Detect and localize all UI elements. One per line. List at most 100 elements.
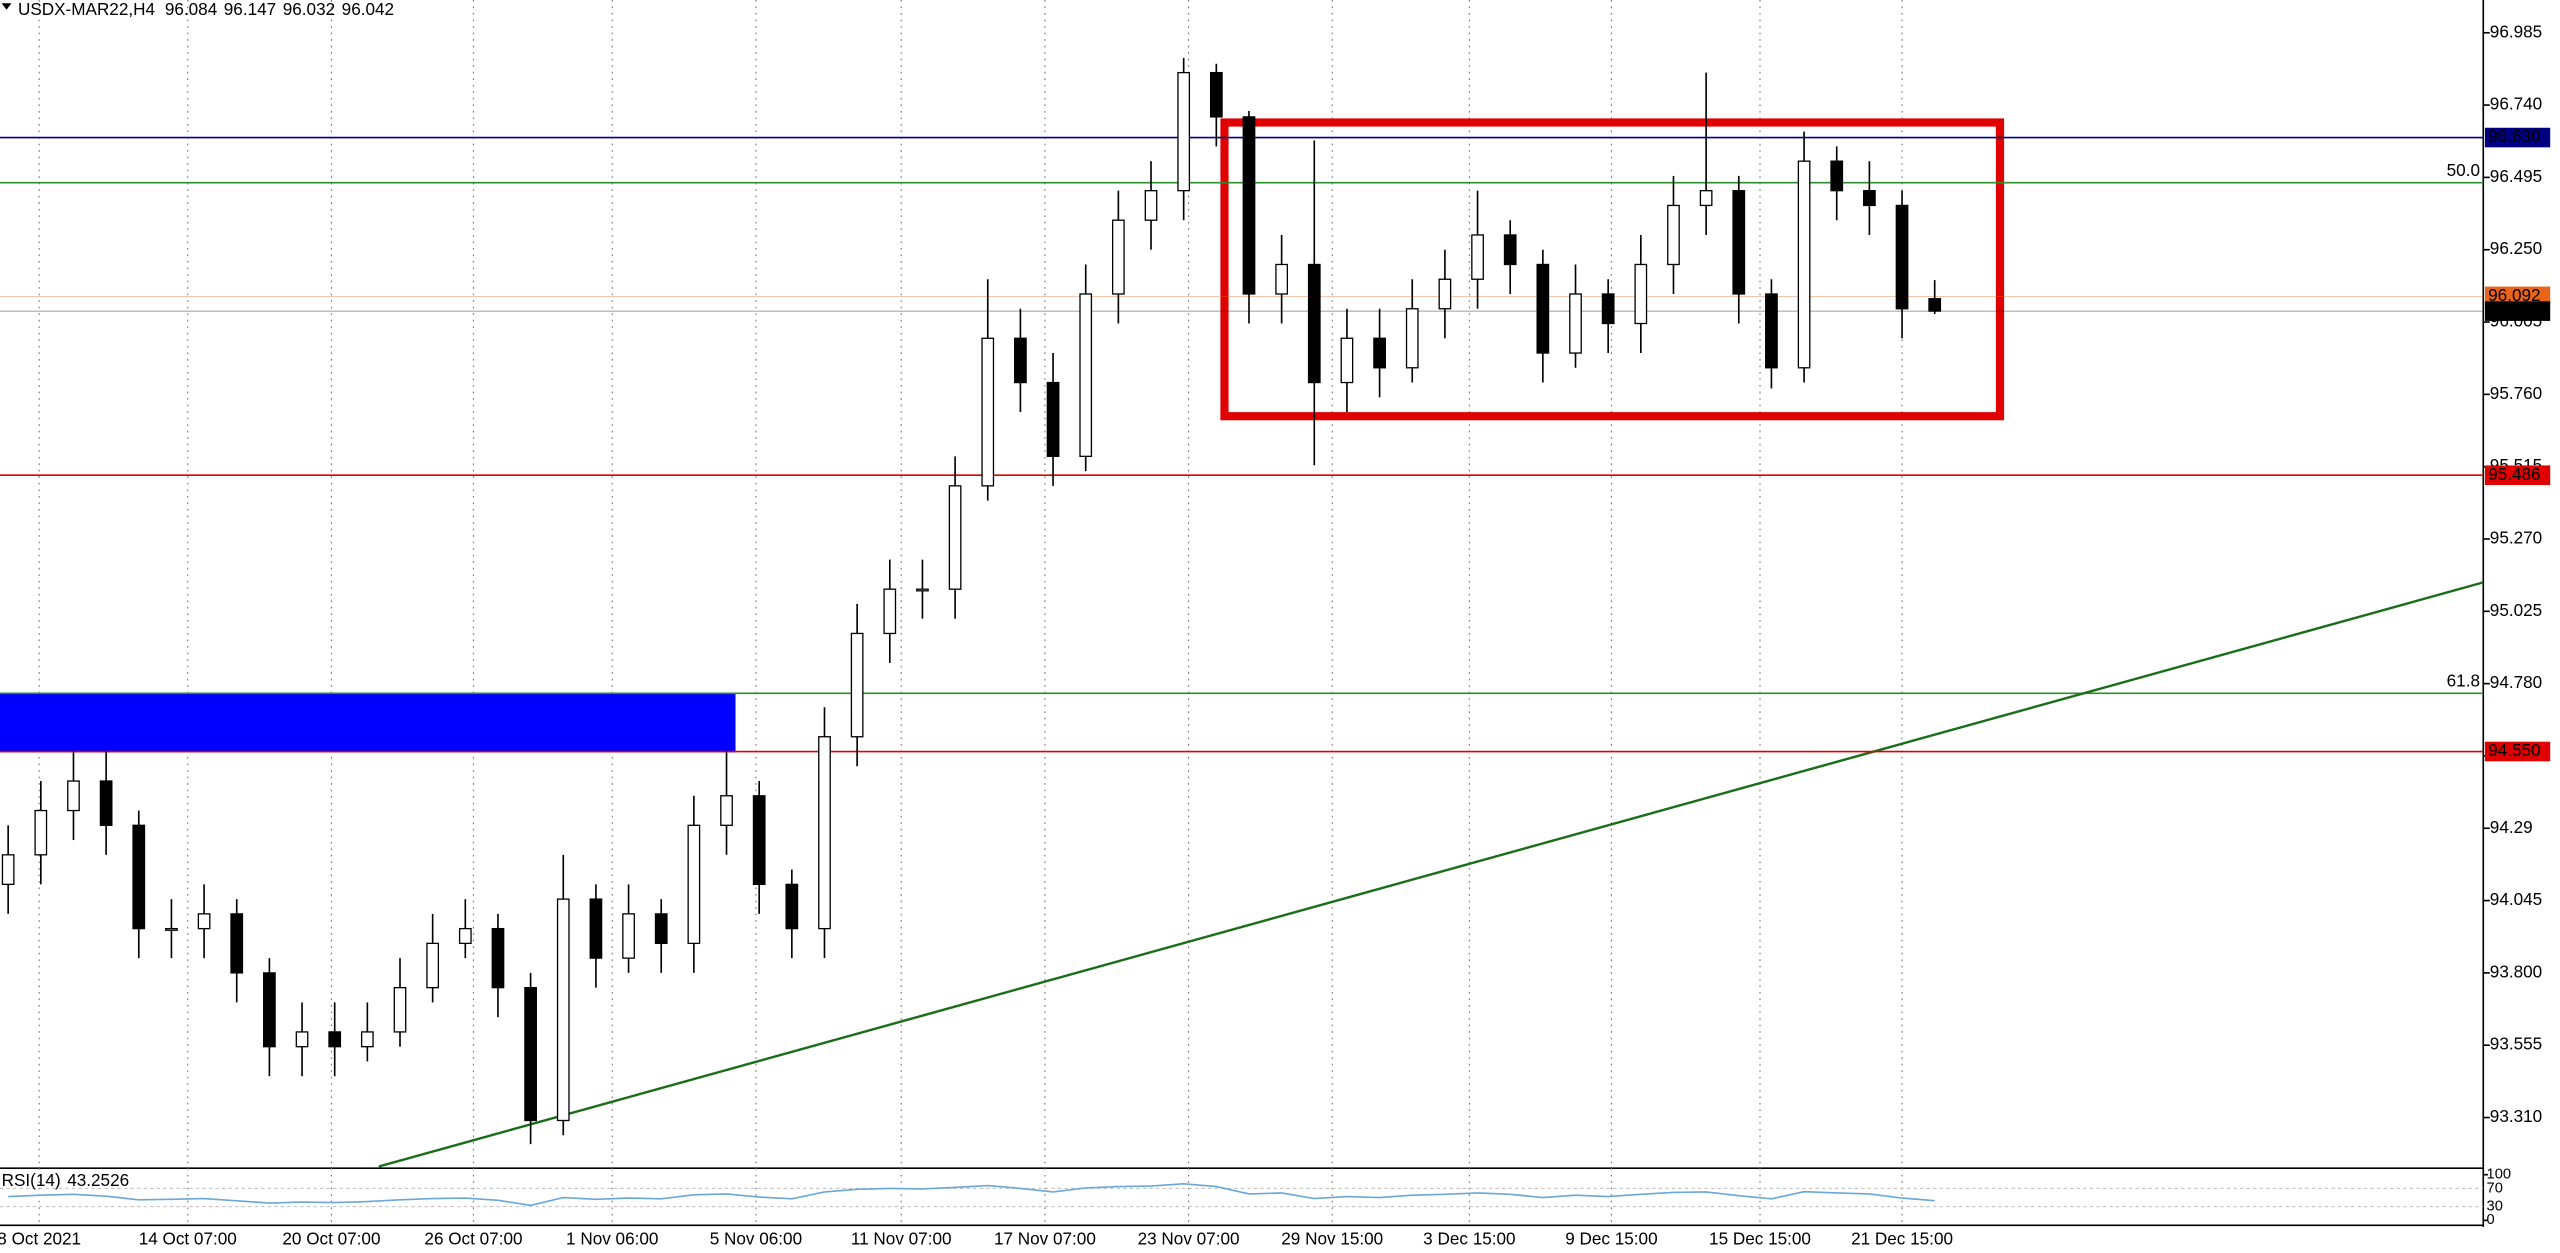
x-tick-label: 23 Nov 07:00 — [1138, 1228, 1240, 1248]
candle-body — [328, 1031, 342, 1048]
objects-layer — [0, 118, 2484, 1207]
price-level-label: 96.630 — [2488, 126, 2540, 146]
candle-body — [1503, 234, 1517, 266]
candle-body — [1112, 219, 1125, 295]
fib-label: 50.0 — [2447, 160, 2480, 180]
fib-label: 61.8 — [2447, 670, 2480, 690]
x-tick-label: 9 Dec 15:00 — [1565, 1228, 1657, 1248]
candle-body — [67, 780, 80, 812]
y-tick-label: 95.760 — [2490, 383, 2542, 403]
candle-body — [426, 942, 440, 989]
x-tick-label: 14 Oct 07:00 — [139, 1228, 237, 1248]
zone — [1220, 118, 2005, 421]
chart-header: USDX-MAR22,H4 96.084 96.147 96.032 96.042 — [18, 0, 394, 18]
last-high: 96.147 — [224, 0, 276, 18]
candle-body — [589, 898, 603, 959]
candle-body — [1177, 71, 1191, 192]
rsi-header: RSI(14) 43.2526 — [2, 1170, 129, 1190]
y-tick-label: 94.045 — [2490, 889, 2542, 909]
y-tick-label: 93.800 — [2490, 961, 2542, 981]
rsi-tick-label: 100 — [2487, 1167, 2511, 1183]
y-tick-label: 93.310 — [2490, 1106, 2542, 1126]
candle-body — [230, 913, 244, 974]
candle-body — [1569, 293, 1582, 354]
candle-body — [883, 588, 897, 635]
candle-body — [99, 780, 113, 826]
rsi-line — [8, 1183, 1935, 1207]
x-tick-label: 3 Dec 15:00 — [1423, 1228, 1515, 1248]
candle-body — [1797, 160, 1811, 369]
x-tick-label: 11 Nov 07:00 — [851, 1228, 952, 1248]
candle-body — [360, 1031, 374, 1048]
candle-body — [1340, 337, 1354, 384]
candle-body — [1046, 381, 1060, 457]
zone — [0, 692, 736, 753]
candle-body — [1830, 160, 1844, 192]
x-tick-label: 5 Nov 06:00 — [710, 1228, 802, 1248]
candle-body — [720, 795, 733, 826]
x-tick-label: 20 Oct 07:00 — [282, 1228, 380, 1248]
x-tick-label: 17 Nov 07:00 — [994, 1228, 1096, 1248]
candle-body — [981, 337, 995, 487]
candle-body — [1438, 278, 1452, 310]
candle-body — [1, 854, 15, 885]
y-tick-label: 96.740 — [2490, 94, 2542, 114]
price-level-box — [2484, 301, 2551, 321]
price-level-box — [2484, 741, 2551, 762]
rsi-tick-label: 30 — [2487, 1199, 2503, 1215]
candle-body — [622, 913, 635, 959]
candle-body — [850, 632, 864, 738]
last-close: 96.042 — [342, 0, 394, 18]
rsi-tick-label: 0 — [2487, 1212, 2495, 1228]
price-level-label: 96.042 — [2488, 300, 2540, 320]
last-open: 96.084 — [165, 0, 218, 18]
candle-body — [556, 898, 570, 1122]
price-level-box — [2484, 286, 2551, 307]
x-tick-label: 8 Oct 2021 — [0, 1228, 81, 1248]
labels-layer: 8 Oct 2021 14 Oct 07:00 20 Oct 07:00 26 Oct… — [0, 21, 2551, 1248]
candle-body — [132, 824, 146, 930]
candle-body — [1471, 234, 1484, 280]
candle-body — [1732, 190, 1746, 295]
candles-layer — [1, 57, 1942, 1145]
y-tick-label: 94.780 — [2490, 672, 2542, 692]
price-level-label: 96.092 — [2488, 285, 2540, 305]
y-tick-label: 96.250 — [2490, 238, 2542, 258]
y-tick-label: 95.270 — [2490, 528, 2542, 548]
candle-body — [1275, 263, 1288, 295]
candle-body — [818, 736, 831, 930]
candle-body — [1242, 116, 1256, 295]
candle-body — [1209, 71, 1223, 118]
candle-body — [458, 927, 472, 945]
price-level-label: 94.550 — [2488, 740, 2540, 760]
trendline — [378, 581, 2484, 1168]
candle-body — [1634, 263, 1648, 325]
rsi-last: 43.2526 — [67, 1170, 129, 1190]
candle-body — [1307, 263, 1321, 384]
price-level-label: 95.486 — [2488, 464, 2540, 484]
candle-body — [785, 883, 799, 930]
candle-body — [1373, 337, 1386, 369]
x-tick-label: 1 Nov 06:00 — [566, 1228, 658, 1248]
candle-body — [1765, 293, 1778, 369]
candle-body — [1699, 190, 1713, 207]
candle-body — [393, 987, 407, 1033]
rsi-name: RSI(14) — [2, 1170, 61, 1190]
candle-body — [295, 1031, 309, 1048]
y-tick-label: 94.29 — [2490, 817, 2533, 837]
candle-body — [263, 972, 276, 1048]
candle-body — [1014, 337, 1027, 384]
price-level-box — [2484, 465, 2551, 486]
candle-body — [1863, 190, 1876, 207]
y-tick-label: 95.025 — [2490, 600, 2542, 620]
header-marker — [1, 3, 12, 10]
candle-body — [687, 824, 701, 945]
candle-body — [197, 913, 211, 930]
candle-body — [948, 485, 962, 590]
x-tick-label: 15 Dec 15:00 — [1709, 1228, 1811, 1248]
rsi-tick-label: 70 — [2487, 1180, 2503, 1196]
candle-body — [524, 987, 537, 1122]
candle-body — [916, 588, 929, 592]
